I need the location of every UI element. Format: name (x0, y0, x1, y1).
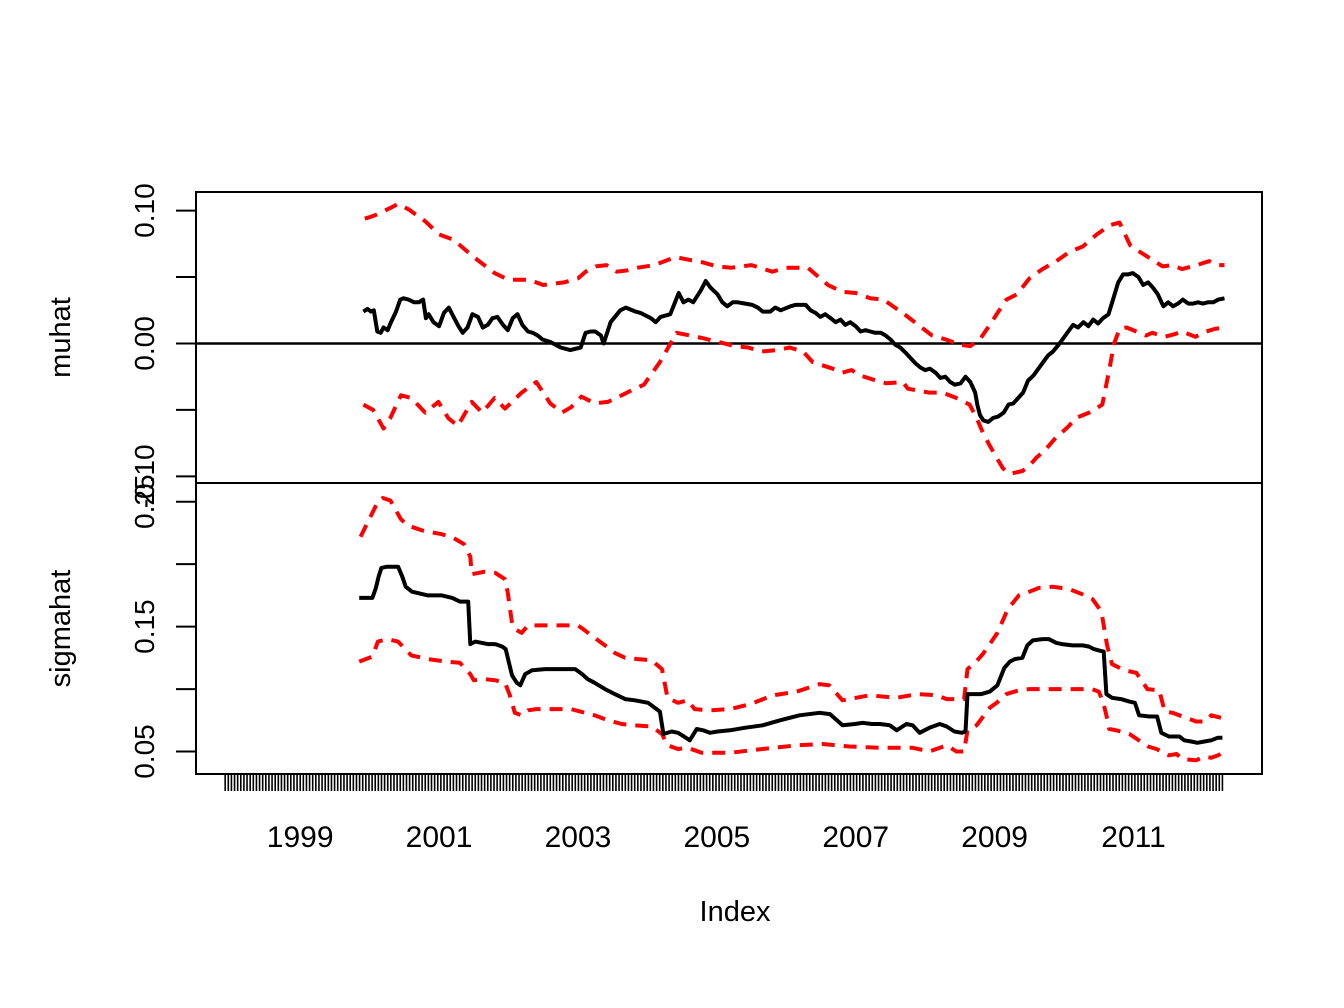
muhat-y-tick-label: -0.10 (129, 444, 160, 508)
sigmahat-estimate-line (359, 564, 1223, 745)
muhat-y-tick-label: 0.00 (129, 316, 160, 371)
x-tick-label-2011: 2011 (1101, 821, 1166, 854)
sigmahat-y-tick-label: 0.25 (129, 474, 160, 528)
sigmahat-panel-box (195, 482, 1263, 775)
x-axis-label: Index (700, 896, 771, 928)
muhat-y-tick-label: 0.10 (129, 183, 160, 238)
x-axis-rug-ticks (224, 775, 1224, 791)
x-tick-label-2007: 2007 (822, 821, 889, 854)
y-axis-label-sigmahat: sigmahat (45, 570, 77, 688)
sigmahat-lower-ci-line (358, 637, 1226, 763)
x-tick-label-2001: 2001 (406, 821, 473, 854)
x-tick-label-2005: 2005 (683, 821, 750, 854)
muhat-estimate-line (362, 271, 1225, 424)
sigmahat-y-tick-label: 0.15 (129, 599, 160, 654)
x-tick-label-2009: 2009 (961, 821, 1028, 854)
muhat-upper-ci-line (364, 202, 1225, 349)
x-tick-label-2003: 2003 (545, 821, 612, 854)
sigmahat-y-tick-label: 0.05 (129, 724, 160, 779)
y-axis-label-muhat: muhat (45, 297, 77, 378)
sigmahat-upper-ci-line (358, 496, 1222, 724)
x-tick-label-1999: 1999 (267, 821, 334, 854)
